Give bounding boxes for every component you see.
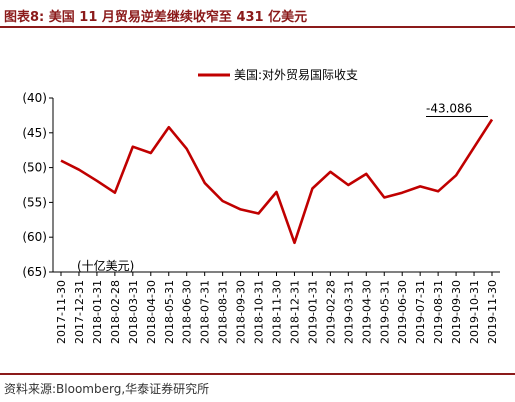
x-tick-label: 2019-06-30 [396,280,409,344]
footer-divider [0,373,515,375]
x-tick-label: 2019-08-31 [432,280,445,344]
source-note: 资料来源:Bloomberg,华泰证券研究所 [4,382,210,396]
x-tick-labels: 2017-11-30 2017-12-31 2018-01-31 2018-02-28… [55,272,499,344]
x-tick-label: 2019-10-31 [468,280,481,344]
series-line [60,118,494,245]
y-tick-label: (45) [22,126,47,140]
x-tick-label: 2018-02-28 [109,280,122,344]
x-tick-label: 2019-02-28 [324,280,337,344]
x-tick-label: 2019-07-31 [414,280,427,344]
legend-label: 美国:对外贸易国际收支 [234,68,358,82]
x-tick-label: 2017-12-31 [73,280,86,344]
x-tick-label: 2018-05-31 [163,280,176,344]
x-tick-label: 2018-07-31 [199,280,212,344]
chart-title: 图表8: 美国 11 月贸易逆差继续收窄至 431 亿美元 [4,10,308,25]
x-tick-label: 2018-03-31 [127,280,140,344]
y-tick-labels: (40) (45) (50) (55) (60) (65) [22,91,53,279]
x-tick-label: 2018-06-30 [181,280,194,344]
x-tick-label: 2018-04-30 [145,280,158,344]
x-tick-label: 2019-01-31 [306,280,319,344]
x-tick-label: 2018-08-31 [217,280,230,344]
x-tick-label: 2019-09-30 [450,280,463,344]
x-tick-label: 2019-05-31 [378,280,391,344]
x-tick-label: 2018-12-31 [288,280,301,344]
x-tick-label: 2018-01-31 [91,280,104,344]
x-tick-label: 2018-09-30 [235,280,248,344]
last-value-callout: -43.086 [426,101,488,117]
y-tick-label: (50) [22,161,47,175]
x-tick-label: 2019-04-30 [360,280,373,344]
x-tick-label: 2019-11-30 [486,280,499,344]
x-tick-label: 2019-03-31 [342,280,355,344]
callout-label: -43.086 [426,101,472,115]
x-tick-label: 2018-11-30 [271,280,284,344]
unit-note: (十亿美元) [77,258,134,273]
title-divider [0,26,515,28]
y-tick-label: (40) [22,91,47,105]
y-tick-label: (55) [22,195,47,209]
x-tick-label: 2018-10-31 [253,280,266,344]
y-tick-label: (60) [22,230,47,244]
y-tick-label: (65) [22,265,47,279]
x-tick-label: 2017-11-30 [55,280,68,344]
